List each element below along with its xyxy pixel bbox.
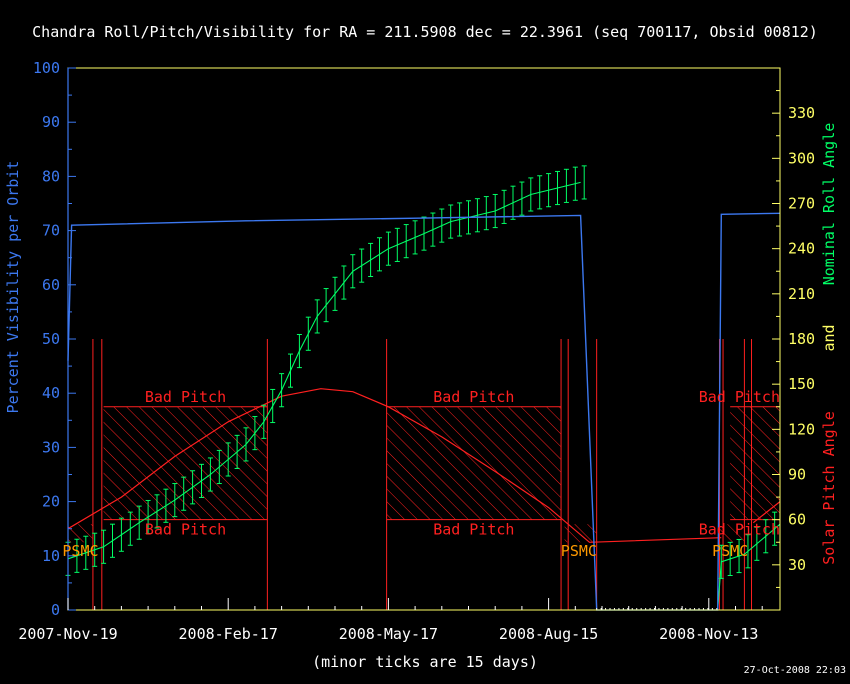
right-tick-label: 60: [788, 511, 806, 529]
psmc-zone: [719, 524, 745, 543]
psmc-zone: [564, 524, 597, 543]
right-tick-label: 210: [788, 285, 815, 303]
bad-pitch-label: Bad Pitch: [433, 521, 514, 539]
left-axis-label: Percent Visibility per Orbit: [4, 161, 22, 414]
right-tick-label: 330: [788, 104, 815, 122]
x-axis-label: (minor ticks are 15 days): [312, 653, 538, 671]
zone-labels: Bad Pitch Bad Pitch Bad Pitch Bad Pitch Bad …: [62, 388, 780, 560]
bad-pitch-label: Bad Pitch: [145, 388, 226, 406]
left-tick-label: 10: [42, 547, 60, 565]
right-tick-label: 30: [788, 556, 806, 574]
x-tick-label: 2008-May-17: [339, 625, 438, 643]
solar-pitch-line: [67, 388, 722, 543]
left-tick-label: 40: [42, 384, 60, 402]
x-tick-label: 2008-Aug-15: [499, 625, 598, 643]
right-axis-label-and: and: [820, 324, 838, 351]
series-group: [65, 165, 781, 611]
x-tick-label: 2008-Nov-13: [659, 625, 758, 643]
left-tick-label: 70: [42, 222, 60, 240]
right-tick-label: 120: [788, 420, 815, 438]
roll-angle-line-late: [717, 523, 781, 611]
bad-pitch-label: Bad Pitch: [433, 388, 514, 406]
right-axis-ticks: 30 60 90 120 150 180 210 240 270 300 330: [772, 90, 815, 588]
right-tick-label: 180: [788, 330, 815, 348]
bad-pitch-zone: [730, 406, 780, 520]
right-tick-label: 150: [788, 375, 815, 393]
left-tick-label: 20: [42, 493, 60, 511]
x-tick-label: 2008-Feb-17: [179, 625, 278, 643]
bad-pitch-zone: [103, 406, 268, 520]
right-tick-label: 270: [788, 195, 815, 213]
psmc-label: PSMC: [62, 542, 98, 560]
x-axis-ticks: 2007-Nov-19 2008-Feb-17 2008-May-17 2008-Au…: [18, 598, 763, 643]
x-tick-label: 2007-Nov-19: [18, 625, 117, 643]
left-axis-ticks: 0 10 20 30 40 50 60 70 80 90 100: [33, 59, 76, 619]
solar-pitch-line-late: [752, 501, 781, 524]
bad-pitch-label: Bad Pitch: [145, 521, 226, 539]
psmc-zone: [68, 524, 93, 543]
left-tick-label: 50: [42, 330, 60, 348]
left-tick-label: 90: [42, 113, 60, 131]
right-tick-label: 90: [788, 466, 806, 484]
psmc-label: PSMC: [561, 542, 597, 560]
left-tick-label: 100: [33, 59, 60, 77]
bad-pitch-label: Bad Pitch: [699, 521, 780, 539]
bad-pitch-zones: [68, 406, 780, 543]
timestamp: 27-Oct-2008 22:03: [744, 665, 846, 676]
bad-pitch-zone: [386, 406, 562, 520]
bad-pitch-label: Bad Pitch: [699, 388, 780, 406]
visibility-line: [67, 212, 781, 611]
left-tick-label: 80: [42, 167, 60, 185]
right-axis-label-pitch: Solar Pitch Angle: [820, 411, 838, 565]
right-tick-label: 300: [788, 149, 815, 167]
chart-title: Chandra Roll/Pitch/Visibility for RA = 2…: [32, 23, 818, 41]
left-tick-label: 60: [42, 276, 60, 294]
left-tick-label: 0: [51, 601, 60, 619]
right-tick-label: 240: [788, 240, 815, 258]
left-tick-label: 30: [42, 438, 60, 456]
right-axis-label-roll: Nominal Roll Angle: [820, 123, 838, 286]
psmc-label: PSMC: [712, 542, 748, 560]
